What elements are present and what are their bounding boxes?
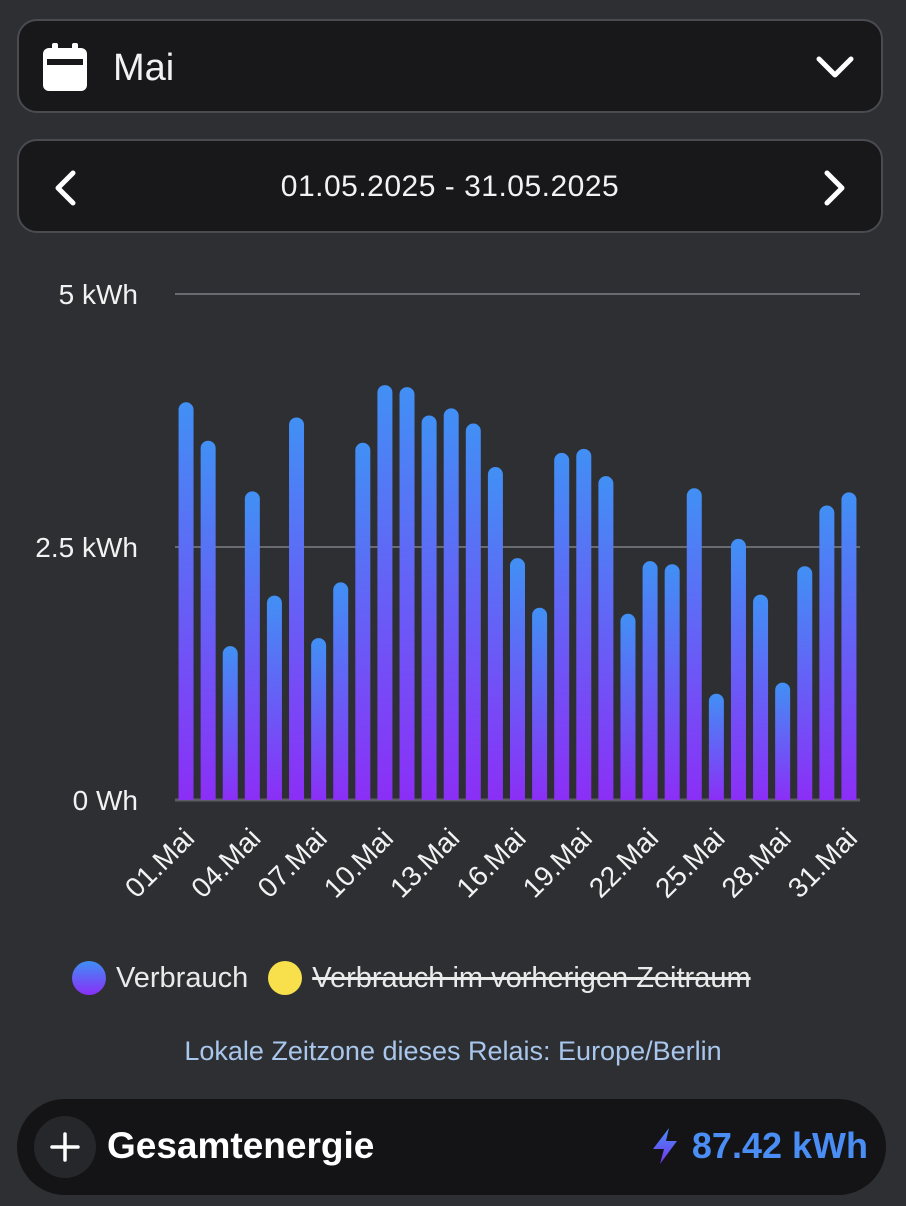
bar-21-mai[interactable] <box>620 613 636 800</box>
x-tick-label: 01.Mai <box>119 822 200 903</box>
x-tick-label: 28.Mai <box>716 822 797 903</box>
expand-button[interactable] <box>34 1116 96 1178</box>
bar-12-mai[interactable] <box>421 415 437 800</box>
timezone-note: Lokale Zeitzone dieses Relais: Europe/Be… <box>184 1036 722 1066</box>
bar-14-mai[interactable] <box>465 423 481 800</box>
bar-09-mai[interactable] <box>355 442 371 800</box>
bar-31-mai[interactable] <box>841 492 857 800</box>
date-range-label: 01.05.2025 - 31.05.2025 <box>280 170 620 203</box>
x-tick-label: 13.Mai <box>384 822 465 903</box>
bar-10-mai[interactable] <box>377 385 393 800</box>
lightning-bolt-icon <box>652 1128 677 1164</box>
legend-swatch-verbrauch <box>72 961 106 995</box>
y-tick-label: 0 Wh <box>73 785 138 816</box>
bar-04-mai[interactable] <box>244 491 260 800</box>
x-tick-label: 25.Mai <box>649 822 730 903</box>
legend-label-verbrauch: Verbrauch <box>116 961 249 994</box>
total-energy-bar[interactable]: Gesamtenergie 87.42 kWh <box>17 1099 886 1195</box>
consumption-bar-chart: 0 Wh 2.5 kWh 5 kWh 01.Mai04.Mai07.Mai10.Ma… <box>35 279 863 904</box>
x-tick-label: 16.Mai <box>450 822 531 903</box>
x-tick-label: 19.Mai <box>517 822 598 903</box>
bar-25-mai[interactable] <box>708 693 724 800</box>
bar-16-mai[interactable] <box>510 558 525 800</box>
date-range-navigator: 01.05.2025 - 31.05.2025 <box>17 139 883 233</box>
bar-28-mai[interactable] <box>775 682 791 800</box>
x-tick-label: 07.Mai <box>252 822 333 903</box>
x-tick-label: 31.Mai <box>782 822 863 903</box>
x-tick-label: 10.Mai <box>318 822 399 903</box>
bar-06-mai[interactable] <box>289 417 305 800</box>
bar-24-mai[interactable] <box>686 488 702 800</box>
chevron-right-icon[interactable] <box>821 169 849 207</box>
bar-23-mai[interactable] <box>664 564 680 800</box>
bar-02-mai[interactable] <box>200 440 216 800</box>
bar-08-mai[interactable] <box>333 582 349 800</box>
y-tick-label: 5 kWh <box>59 279 138 310</box>
total-energy-value: 87.42 kWh <box>691 1125 868 1166</box>
bar-30-mai[interactable] <box>819 505 835 800</box>
legend-label-previous-period: Verbrauch im vorherigen Zeitraum <box>312 961 751 994</box>
bar-03-mai[interactable] <box>222 646 238 800</box>
selected-month-label: Mai <box>113 47 175 89</box>
bar-13-mai[interactable] <box>443 408 459 800</box>
chevron-down-icon <box>816 56 854 78</box>
calendar-icon <box>43 43 87 91</box>
bar-19-mai[interactable] <box>576 448 592 800</box>
legend-item-previous-period[interactable]: Verbrauch im vorherigen Zeitraum <box>268 961 751 995</box>
plus-icon <box>50 1132 80 1162</box>
x-tick-label: 04.Mai <box>185 822 266 903</box>
month-select-dropdown[interactable]: Mai <box>17 19 883 113</box>
x-tick-label: 22.Mai <box>583 822 664 903</box>
bar-27-mai[interactable] <box>753 594 769 800</box>
bar-29-mai[interactable] <box>797 566 813 800</box>
bar-18-mai[interactable] <box>554 452 570 800</box>
chart-legend: Verbrauch Verbrauch im vorherigen Zeitra… <box>72 956 751 1000</box>
bar-05-mai[interactable] <box>266 595 282 800</box>
total-energy-label: Gesamtenergie <box>107 1125 375 1166</box>
chevron-left-icon[interactable] <box>51 169 79 207</box>
bar-22-mai[interactable] <box>642 561 658 800</box>
bar-11-mai[interactable] <box>399 387 415 800</box>
bar-17-mai[interactable] <box>532 607 548 800</box>
legend-swatch-previous-period <box>268 961 303 995</box>
bar-07-mai[interactable] <box>311 638 327 800</box>
bar-15-mai[interactable] <box>487 467 503 800</box>
bar-26-mai[interactable] <box>730 538 746 800</box>
y-tick-label: 2.5 kWh <box>35 532 138 563</box>
total-energy-readout: 87.42 kWh <box>650 1123 868 1169</box>
legend-item-verbrauch[interactable]: Verbrauch <box>72 961 248 995</box>
bar-01-mai[interactable] <box>178 402 194 800</box>
bar-20-mai[interactable] <box>598 476 614 800</box>
